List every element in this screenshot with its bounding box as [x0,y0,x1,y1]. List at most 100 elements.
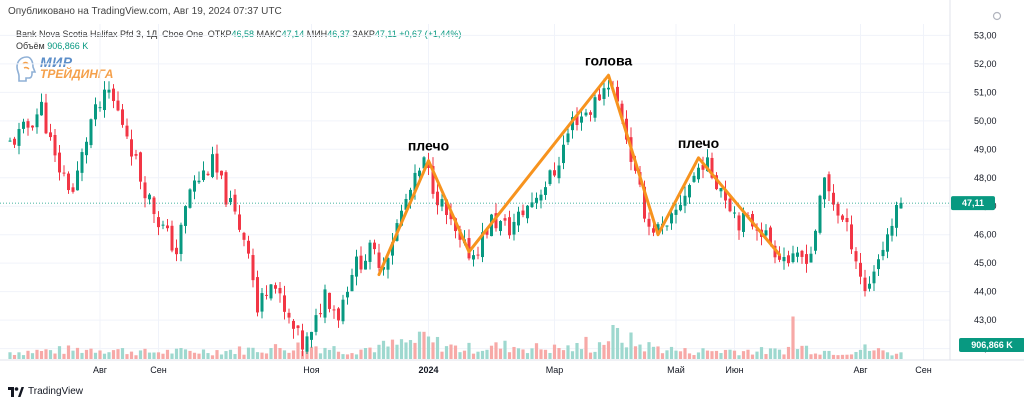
volume-bar [620,342,624,359]
candle [184,206,187,226]
candle [35,114,39,128]
tradingview-footer[interactable]: TradingView [8,386,83,397]
candle [508,217,511,236]
candle [13,138,16,145]
close-value: 47,11 [374,29,397,39]
candle [521,210,525,216]
candle [143,182,147,199]
volume-bar [120,348,125,359]
candle [323,289,327,318]
y-tick-label: 53,00 [974,30,997,40]
volume-bar [107,352,111,359]
volume-bar [588,352,593,359]
volume-bar [278,348,282,359]
candle [656,224,660,232]
volume-bar [696,352,701,359]
volume-bar [791,316,795,359]
candle [67,173,70,191]
candle [85,141,88,156]
candle [476,254,480,256]
candle [670,213,673,224]
volume-bar [314,346,318,359]
candle [130,139,133,157]
candle [665,225,669,227]
volume-bar [359,349,363,359]
head-and-shoulders-line[interactable] [377,73,781,277]
candle [22,121,25,129]
candle [17,129,21,146]
volume-bar [759,347,764,359]
candle [868,283,871,289]
volume-bar [786,346,791,359]
volume-bar [201,349,206,359]
volume-bar [62,353,66,359]
volume-bar [57,346,62,359]
candle [296,325,300,329]
volume-bar [764,354,768,359]
candle [553,170,556,176]
candle [737,215,741,231]
candle [899,202,903,209]
candle [233,194,237,212]
candle [643,186,646,219]
volume-bar [728,349,732,359]
pattern-annotation: плечо [678,135,719,151]
low-label: МИН [306,29,328,39]
volume-bar [597,342,602,359]
x-tick-label: Ноя [303,365,320,375]
volume-bar [543,349,548,359]
candle [179,224,183,254]
candle [229,198,232,203]
volume-bar [674,350,678,359]
low-value: 46,37 [327,29,350,39]
volume-bar [804,345,809,359]
candle [287,312,291,318]
volume-bar [165,349,170,359]
volume-bar [404,342,408,359]
volume-bar [782,354,786,359]
volume-bar [863,344,867,359]
volume-bar [53,353,57,359]
volume-bar [732,350,737,359]
volume-bar [530,348,534,359]
candle [872,271,876,284]
candle [886,234,889,252]
volume-bar [282,350,287,359]
candle [382,266,385,270]
volume-bar [242,354,246,359]
candle [188,189,192,208]
volume-bar [737,355,741,359]
candle [724,190,727,201]
volume-bar [30,353,35,359]
y-tick-label: 48,00 [974,173,997,183]
candle [89,119,93,146]
volume-bar [624,347,629,359]
volume-bar [237,346,242,359]
pattern-annotation: плечо [408,138,449,154]
volume-bar [561,350,566,359]
candle [499,221,502,232]
candle [836,203,840,216]
candle [710,157,714,178]
volume-bar [534,343,539,359]
volume-bar [219,354,224,359]
candle [215,153,219,173]
candle [859,262,862,277]
volume-label[interactable]: Объём [16,41,45,51]
volume-bar [723,349,728,359]
volume-bar [350,353,354,359]
volume-legend: Объём 906,866 K [16,41,88,51]
symbol-name[interactable]: Bank Nova Scotia Halifax Pfd 3, 1Д, Cboe… [16,29,204,39]
candle [8,140,12,142]
volume-bar [152,352,156,359]
gear-icon[interactable] [992,11,1002,21]
candle [598,94,601,101]
x-tick-label: Сен [915,365,932,375]
volume-bar [890,355,894,359]
candle [539,194,543,201]
candle [193,180,196,192]
volume-bar [777,349,782,359]
x-tick-label: 2024 [418,365,438,375]
volume-bar [656,346,660,359]
